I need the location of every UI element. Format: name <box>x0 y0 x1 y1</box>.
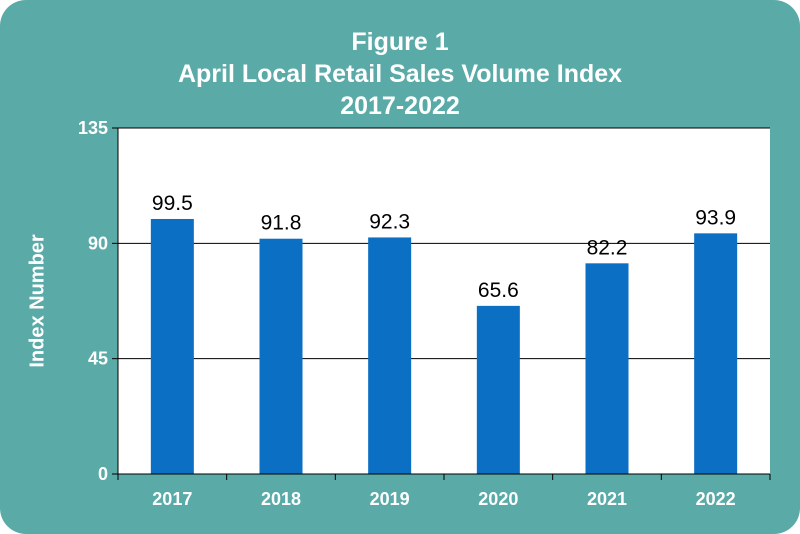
y-axis-label: Index Number <box>26 234 48 368</box>
x-tick-label-2019: 2019 <box>370 489 410 509</box>
data-label-2019: 92.3 <box>369 210 410 233</box>
data-label-2017: 99.5 <box>152 192 193 215</box>
bar-2017 <box>150 218 194 474</box>
x-tick-label-2017: 2017 <box>152 489 192 509</box>
y-tick-label: 90 <box>88 233 108 253</box>
bar-2018 <box>259 238 303 474</box>
data-label-2021: 82.2 <box>587 236 628 259</box>
bar-2022 <box>694 233 738 474</box>
y-tick-label: 0 <box>98 464 108 484</box>
data-label-2022: 93.9 <box>695 206 736 229</box>
bars <box>150 218 738 474</box>
y-tick-label: 135 <box>78 118 108 138</box>
x-tick-label-2020: 2020 <box>478 489 518 509</box>
chart-subtitle-years: 2017-2022 <box>340 92 460 120</box>
bar-2021 <box>585 263 629 474</box>
x-tick-label-2021: 2021 <box>587 489 627 509</box>
bar-2019 <box>368 237 412 474</box>
labels: 0 45 90 135 99.5 2017 91.8 2018 92.3 2019 65.6 2020… <box>78 118 736 509</box>
chart-subtitle: April Local Retail Sales Volume Index <box>177 60 623 88</box>
data-label-2018: 91.8 <box>261 212 302 235</box>
data-label-2020: 65.6 <box>478 279 519 302</box>
gridlines <box>118 127 770 360</box>
x-tick-label-2018: 2018 <box>261 489 301 509</box>
axes <box>112 127 771 480</box>
bar-2020 <box>476 305 520 474</box>
y-tick-label: 45 <box>88 349 108 369</box>
x-tick-label-2022: 2022 <box>696 489 736 509</box>
chart-title: Figure 1 <box>351 28 449 56</box>
plot-area <box>118 128 770 474</box>
